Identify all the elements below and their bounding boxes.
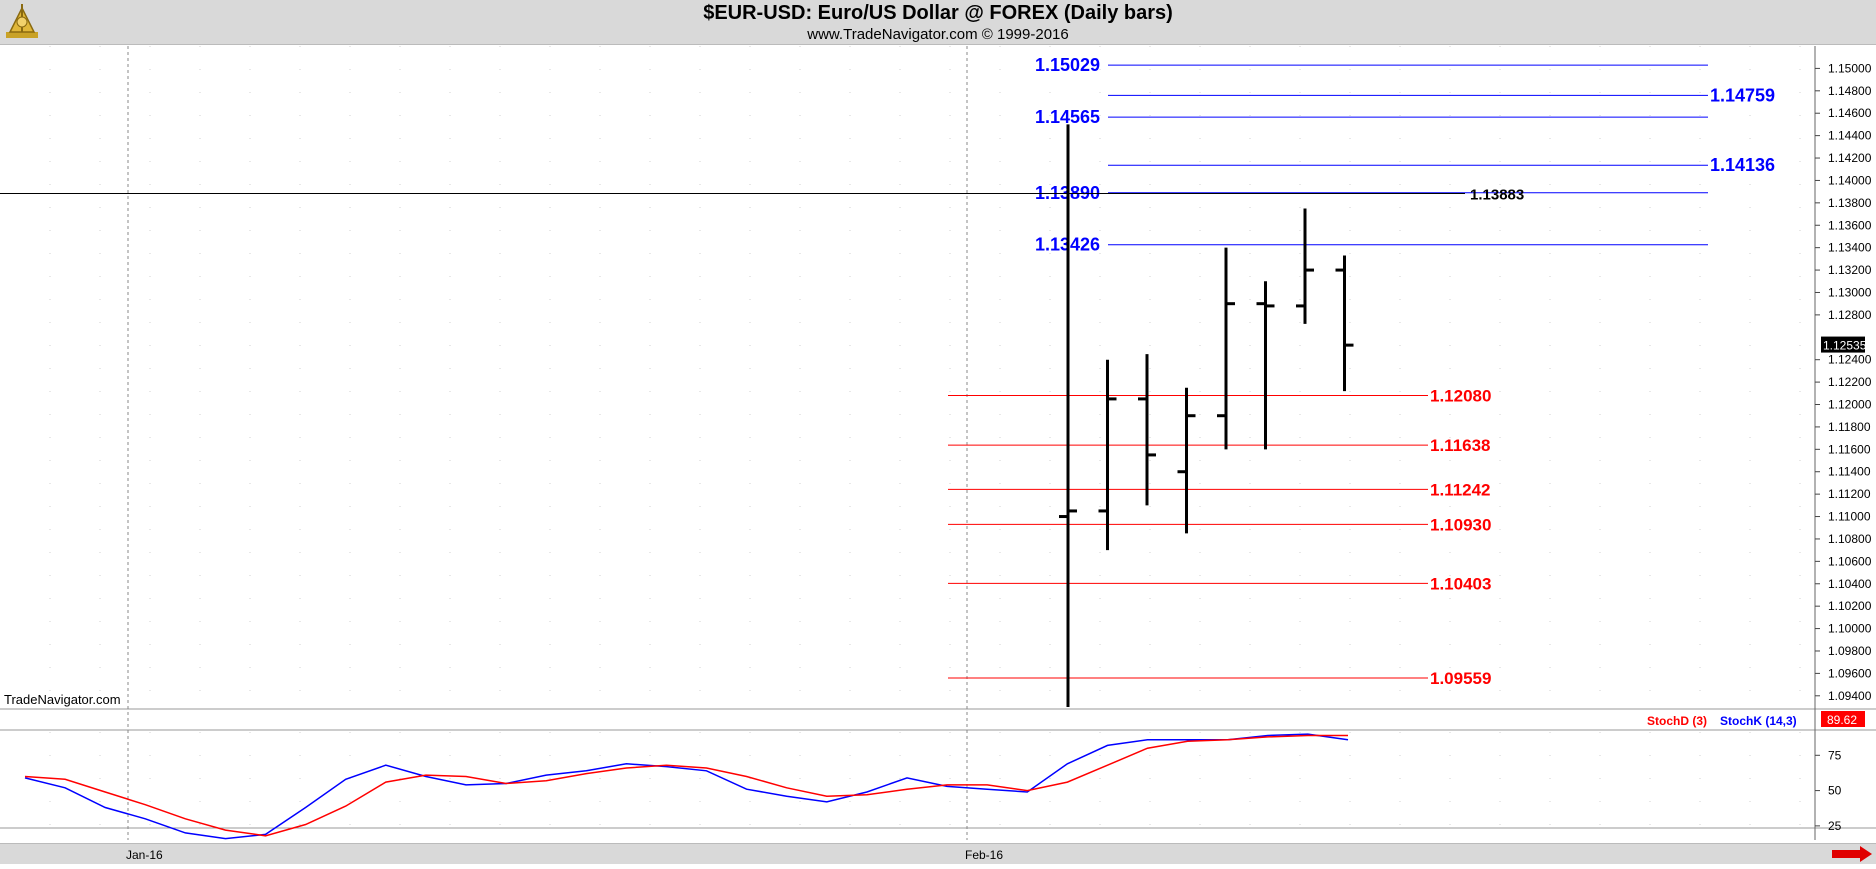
y-tick-label: 1.15000: [1828, 61, 1872, 75]
date-footer: Jan-16 Feb-16: [0, 843, 1876, 864]
red-level-label: 1.10403: [1430, 574, 1491, 593]
ohlc-bar: [1335, 255, 1354, 392]
scroll-right-arrow-icon: [1832, 846, 1872, 862]
red-level-label: 1.12080: [1430, 387, 1491, 406]
y-tick-label: 1.14200: [1828, 151, 1872, 165]
legend-stoch-k: StochK (14,3): [1720, 714, 1797, 728]
ohlc-bar: [1296, 208, 1314, 324]
y-tick-label: 1.13000: [1828, 285, 1872, 299]
last-price-label: 1.12535: [1823, 339, 1867, 353]
x-tick-label: Jan-16: [126, 848, 163, 862]
y-tick-label: 1.12400: [1828, 353, 1872, 367]
blue-level-label: 1.14136: [1710, 155, 1775, 175]
stoch-y-tick-label: 75: [1828, 748, 1842, 762]
chart-title: $EUR-USD: Euro/US Dollar @ FOREX (Daily …: [703, 2, 1173, 24]
y-tick-label: 1.10200: [1828, 599, 1872, 613]
y-tick-label: 1.12800: [1828, 308, 1872, 322]
y-tick-label: 1.09600: [1828, 666, 1872, 680]
last-price-box: [1821, 336, 1865, 353]
date-axis-labels: Jan-16 Feb-16: [126, 846, 1872, 862]
y-tick-label: 1.11200: [1828, 487, 1871, 501]
y-tick-label: 1.09400: [1828, 689, 1872, 703]
stoch-k-line: [24, 733, 1349, 840]
y-tick-label: 1.14800: [1828, 84, 1872, 98]
y-tick-label: 1.12200: [1828, 375, 1872, 389]
ohlc-bar: [1256, 281, 1275, 450]
y-tick-label: 1.10000: [1828, 622, 1872, 636]
y-tick-label: 1.12000: [1828, 398, 1872, 412]
fib-levels: 1.150291.147591.145651.141361.138901.134…: [0, 55, 1775, 688]
red-level-label: 1.11242: [1430, 480, 1491, 499]
navigator-logo-icon: [6, 4, 38, 38]
price-bars: TradeNavigator.com: [4, 124, 1354, 707]
y-tick-label: 1.14000: [1828, 173, 1872, 187]
y-tick-label: 1.10600: [1828, 554, 1872, 568]
ohlc-bar: [1138, 354, 1156, 506]
ohlc-bar: [1177, 387, 1196, 534]
stoch-last-label: 89.62: [1827, 713, 1857, 727]
red-level-label: 1.10930: [1430, 515, 1491, 534]
grid: [0, 46, 1876, 840]
y-tick-label: 1.11600: [1828, 442, 1871, 456]
y-tick-label: 1.13800: [1828, 196, 1872, 210]
red-level-label: 1.09559: [1430, 669, 1491, 688]
price-axis: 1.15000 1.14800 1.14600 1.14400 1.14200 1.140…: [1815, 61, 1872, 703]
stoch-y-tick-label: 50: [1828, 784, 1842, 798]
ohlc-bar: [1059, 124, 1077, 707]
blue-level-label: 1.14565: [1035, 107, 1100, 127]
y-tick-label: 1.10800: [1828, 532, 1872, 546]
ohlc-bar: [1217, 247, 1235, 450]
chart-header: $EUR-USD: Euro/US Dollar @ FOREX (Daily …: [0, 0, 1876, 45]
stoch-last-box: [1821, 711, 1865, 727]
y-tick-label: 1.09800: [1828, 644, 1872, 658]
y-tick-label: 1.10400: [1828, 577, 1872, 591]
y-tick-label: 1.13400: [1828, 241, 1872, 255]
y-tick-label: 1.11400: [1828, 465, 1871, 479]
y-tick-label: 1.13600: [1828, 218, 1872, 232]
chart-canvas: 1.150291.147591.145651.141361.138901.134…: [0, 46, 1876, 840]
red-level-label: 1.11638: [1430, 436, 1491, 455]
y-tick-label: 1.11800: [1828, 420, 1871, 434]
date-gridlines: [127, 46, 968, 840]
chart-subtitle: www.TradeNavigator.com © 1999-2016: [807, 26, 1069, 43]
ohlc-bar: [1098, 359, 1117, 551]
y-tick-label: 1.11000: [1828, 510, 1871, 524]
legend-stoch-d: StochD (3): [1647, 714, 1707, 728]
x-tick-label: Feb-16: [965, 848, 1003, 862]
watermark: TradeNavigator.com: [4, 692, 121, 707]
stoch-y-tick-label: 25: [1828, 819, 1842, 833]
y-tick-label: 1.14400: [1828, 129, 1872, 143]
y-tick-label: 1.14600: [1828, 106, 1872, 120]
blue-level-label: 1.15029: [1035, 55, 1100, 75]
crosshair-label: 1.13883: [1470, 187, 1524, 204]
stoch-d-line: [24, 734, 1348, 837]
stochastic-panel: StochD (3) StochK (14,3) 89.62 75 50 25: [24, 711, 1865, 840]
y-tick-label: 1.13200: [1828, 263, 1872, 277]
blue-level-label: 1.14759: [1710, 85, 1775, 105]
